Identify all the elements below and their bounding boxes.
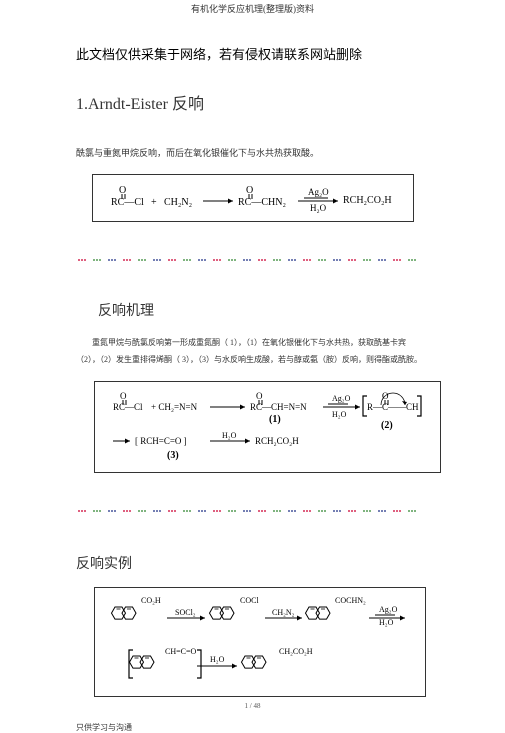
svg-text:+: + <box>151 197 157 208</box>
svg-text:O: O <box>120 391 127 401</box>
separator-2 <box>76 502 429 520</box>
mechanism-heading: 反响机理 <box>98 300 429 320</box>
svg-text:(2): (2) <box>381 420 393 431</box>
svg-text:COCHN₂: COCHN₂ <box>335 596 366 605</box>
svg-text:RC—CHN₂: RC—CHN₂ <box>238 197 286 208</box>
svg-text:COCl: COCl <box>240 596 259 605</box>
footer-note: 只供学习与沟通 <box>76 722 429 733</box>
figure-scheme-1: RC—ClO+CH₂N₂RC—CHN₂OAg₂OH₂ORCH₂CO₂H <box>76 174 429 227</box>
svg-text:(1): (1) <box>269 414 281 425</box>
svg-text:H₂O: H₂O <box>222 431 237 440</box>
example-heading: 反响实例 <box>76 553 429 573</box>
mechanism-desc: 重氮甲烷与酰氯反响第一形成重氮酮（ 1），（1）在氧化银催化下与水共热，获取酰基… <box>76 334 429 369</box>
svg-text:CH=C=O: CH=C=O <box>165 647 196 656</box>
page-header: 有机化学反应机理(整理版)资料 <box>0 0 505 15</box>
separator-1 <box>76 251 429 269</box>
svg-text:H₂O: H₂O <box>210 655 225 664</box>
svg-text:H₂O: H₂O <box>332 410 347 419</box>
svg-text:CH₂N₂: CH₂N₂ <box>164 197 192 208</box>
svg-text:O: O <box>256 391 263 401</box>
content-area: 此文档仅供采集于网络，若有侵权请联系网站删除 1.Arndt-Eister 反响… <box>0 45 505 733</box>
scheme3-svg: CO₂H SOCl₂ COCl CH₂N₂ COCHN₂ Ag₂O H₂O CH=C=O H₂O… <box>105 594 415 690</box>
svg-text:+ CH₂=N=N: + CH₂=N=N <box>151 402 198 412</box>
scheme2-svg: RC—ClO+ CH₂=N=NRC—CH=N=NO(1)Ag₂OH₂OR—C——… <box>105 388 430 466</box>
svg-text:CH₂CO₂H: CH₂CO₂H <box>279 647 313 656</box>
svg-text:R—C——CH: R—C——CH <box>367 402 419 412</box>
page-number: 1 / 48 <box>0 702 505 710</box>
svg-text:Ag₂O: Ag₂O <box>379 605 398 614</box>
svg-text:RCH₂CO₂H: RCH₂CO₂H <box>255 436 299 446</box>
disclaimer-text: 此文档仅供采集于网络，若有侵权请联系网站删除 <box>76 45 429 66</box>
svg-text:CH₂N₂: CH₂N₂ <box>272 608 295 617</box>
svg-text:CO₂H: CO₂H <box>141 596 161 605</box>
svg-text:Ag₂O: Ag₂O <box>308 187 329 197</box>
svg-text:SOCl₂: SOCl₂ <box>175 608 196 617</box>
svg-text:RCH₂CO₂H: RCH₂CO₂H <box>343 195 392 206</box>
svg-text:RC—Cl: RC—Cl <box>111 197 144 208</box>
section-heading: 1.Arndt-Eister 反响 <box>76 90 429 114</box>
svg-text:H₂O: H₂O <box>379 618 394 627</box>
scheme1-svg: RC—ClO+CH₂N₂RC—CHN₂OAg₂OH₂ORCH₂CO₂H <box>103 181 403 215</box>
svg-text:[ RCH=C=O ]: [ RCH=C=O ] <box>135 436 187 446</box>
svg-text:H₂O: H₂O <box>310 203 327 213</box>
intro-text: 酰氯与重氮甲烷反响，而后在氧化银催化下与水共热获取酸。 <box>76 144 429 162</box>
svg-text:Ag₂O: Ag₂O <box>332 394 351 403</box>
figure-scheme-2: RC—ClO+ CH₂=N=NRC—CH=N=NO(1)Ag₂OH₂OR—C——… <box>94 381 429 478</box>
svg-text:RC—Cl: RC—Cl <box>113 402 143 412</box>
svg-text:(3): (3) <box>167 450 179 461</box>
figure-scheme-3: CO₂H SOCl₂ COCl CH₂N₂ COCHN₂ Ag₂O H₂O CH=C=O H₂O… <box>94 587 429 702</box>
